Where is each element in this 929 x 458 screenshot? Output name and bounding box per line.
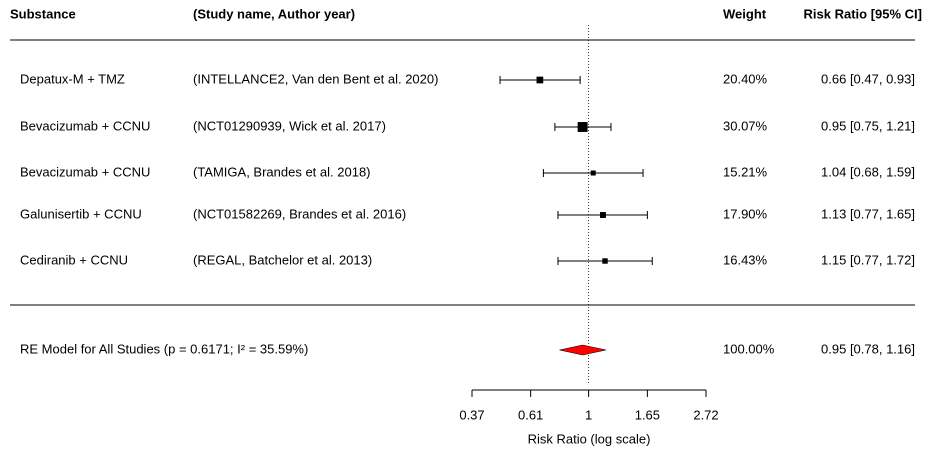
x-axis-label: Risk Ratio (log scale): [528, 431, 651, 446]
point-estimate: [602, 258, 608, 264]
x-tick-label: 0.37: [459, 407, 484, 422]
header: Substance: [10, 6, 76, 21]
summary-weight: 100.00%: [723, 341, 775, 356]
x-tick-label: 2.72: [693, 407, 718, 422]
weight: 30.07%: [723, 118, 768, 133]
weight: 15.21%: [723, 164, 768, 179]
ci-label: 1.15 [0.77, 1.72]: [821, 252, 915, 267]
substance: Depatux-M + TMZ: [20, 71, 125, 86]
summary-ci: 0.95 [0.78, 1.16]: [821, 341, 915, 356]
weight: 20.40%: [723, 71, 768, 86]
summary-diamond: [559, 344, 607, 356]
header: Weight: [723, 6, 767, 21]
ci-label: 1.04 [0.68, 1.59]: [821, 164, 915, 179]
ci-label: 0.95 [0.75, 1.21]: [821, 118, 915, 133]
study-name: (REGAL, Batchelor et al. 2013): [193, 252, 372, 267]
point-estimate: [577, 122, 588, 132]
x-tick-label: 1: [585, 407, 592, 422]
ci-label: 1.13 [0.77, 1.65]: [821, 206, 915, 221]
study-name: (NCT01290939, Wick et al. 2017): [193, 118, 386, 133]
substance: Cediranib + CCNU: [20, 252, 128, 267]
substance: Bevacizumab + CCNU: [20, 164, 150, 179]
substance: Galunisertib + CCNU: [20, 206, 142, 221]
point-estimate: [536, 76, 544, 84]
header: (Study name, Author year): [193, 6, 355, 21]
header: Risk Ratio [95% CI]: [804, 6, 922, 21]
weight: 16.43%: [723, 252, 768, 267]
study-name: (NCT01582269, Brandes et al. 2016): [193, 206, 406, 221]
point-estimate: [600, 212, 606, 218]
x-tick-label: 1.65: [635, 407, 660, 422]
point-estimate: [590, 170, 596, 176]
weight: 17.90%: [723, 206, 768, 221]
summary-label: RE Model for All Studies (p = 0.6171; I²…: [20, 341, 308, 356]
x-tick-label: 0.61: [518, 407, 543, 422]
study-name: (INTELLANCE2, Van den Bent et al. 2020): [193, 71, 438, 86]
ci-label: 0.66 [0.47, 0.93]: [821, 71, 915, 86]
study-name: (TAMIGA, Brandes et al. 2018): [193, 164, 371, 179]
substance: Bevacizumab + CCNU: [20, 118, 150, 133]
